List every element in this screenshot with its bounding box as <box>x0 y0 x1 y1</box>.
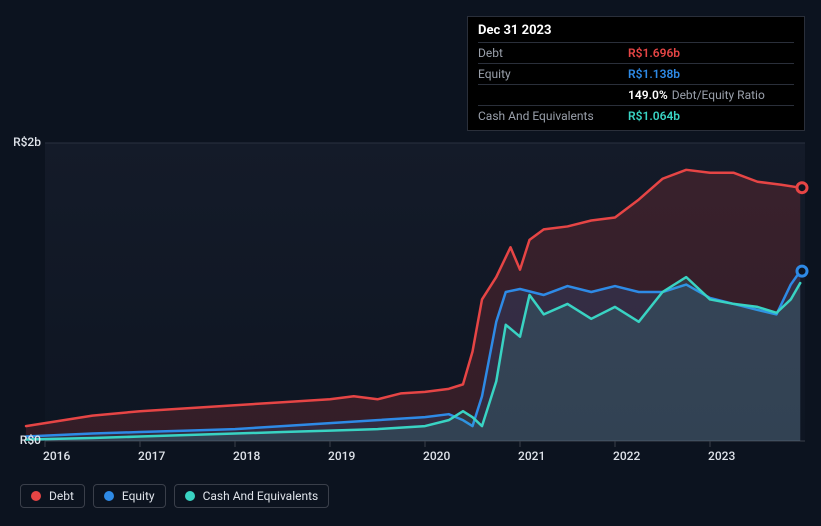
legend-label: Debt <box>49 489 74 503</box>
x-axis-label: 2022 <box>613 449 640 463</box>
tooltip-row-label: Equity <box>478 67 628 81</box>
tooltip-row-label: Cash And Equivalents <box>478 109 628 123</box>
chart-legend: Debt Equity Cash And Equivalents <box>20 484 329 508</box>
chart-tooltip: Dec 31 2023 DebtR$1.696bEquityR$1.138b14… <box>467 16 805 131</box>
tooltip-row-value: R$1.696b <box>628 46 680 60</box>
tooltip-row-label <box>478 88 628 102</box>
x-axis-label: 2021 <box>518 449 545 463</box>
legend-dot-icon <box>31 491 41 501</box>
legend-label: Equity <box>122 489 155 503</box>
tooltip-row-value: 149.0%Debt/Equity Ratio <box>628 88 765 102</box>
tooltip-date: Dec 31 2023 <box>478 23 794 38</box>
tooltip-row: DebtR$1.696b <box>478 42 794 63</box>
x-axis-label: 2023 <box>708 449 735 463</box>
tooltip-row: EquityR$1.138b <box>478 63 794 84</box>
x-axis-label: 2020 <box>423 449 450 463</box>
x-axis-label: 2019 <box>328 449 355 463</box>
legend-dot-icon <box>185 491 195 501</box>
x-axis-label: 2017 <box>138 449 165 463</box>
x-axis-label: 2016 <box>43 449 70 463</box>
y-axis-label: R$0 <box>20 433 41 447</box>
legend-item[interactable]: Cash And Equivalents <box>174 484 330 508</box>
tooltip-row-suffix: Debt/Equity Ratio <box>672 88 765 102</box>
y-axis-label: R$2b <box>13 135 41 149</box>
tooltip-row: 149.0%Debt/Equity Ratio <box>478 84 794 105</box>
legend-item[interactable]: Equity <box>93 484 166 508</box>
legend-item[interactable]: Debt <box>20 484 85 508</box>
tooltip-row-value: R$1.138b <box>628 67 680 81</box>
legend-label: Cash And Equivalents <box>203 489 319 503</box>
tooltip-row: Cash And EquivalentsR$1.064b <box>478 105 794 126</box>
legend-dot-icon <box>104 491 114 501</box>
x-axis-label: 2018 <box>233 449 260 463</box>
tooltip-row-value: R$1.064b <box>628 109 680 123</box>
tooltip-row-label: Debt <box>478 46 628 60</box>
